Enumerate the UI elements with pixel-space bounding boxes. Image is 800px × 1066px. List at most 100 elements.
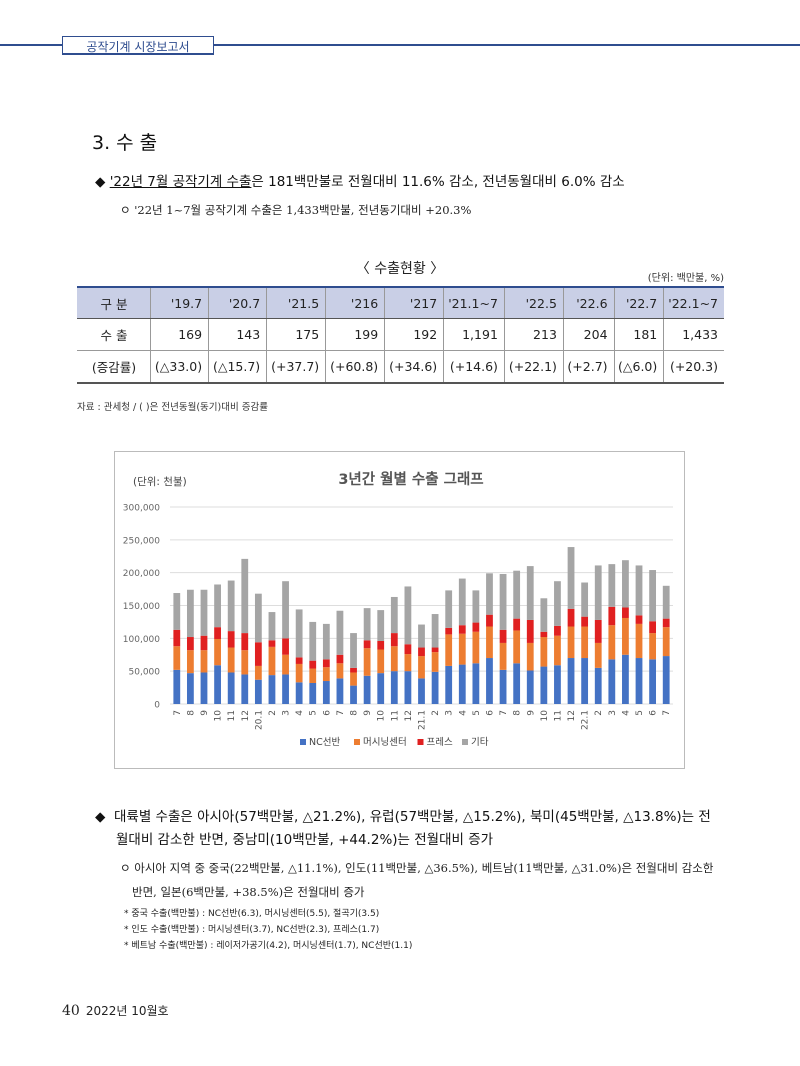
bar-segment bbox=[295, 663, 303, 683]
bar-segment bbox=[322, 659, 330, 668]
bar-segment bbox=[390, 596, 398, 634]
x-tick-label: 8 bbox=[513, 710, 523, 716]
bar-segment bbox=[445, 634, 453, 666]
bar-segment bbox=[649, 659, 657, 704]
x-tick-label: 10 bbox=[377, 710, 387, 722]
x-tick-label: 2 bbox=[594, 710, 604, 716]
bar-segment bbox=[350, 685, 357, 704]
x-tick-label: 5 bbox=[472, 710, 482, 716]
bar-segment bbox=[472, 663, 480, 704]
sub-point-asia: ㅇ 아시아 지역 중 중국(22백만불, △11.1%), 인도(11백만불, … bbox=[120, 856, 740, 904]
header-tab-underline bbox=[62, 53, 214, 55]
diamond-icon: ◆ bbox=[95, 174, 106, 190]
bar-segment bbox=[486, 626, 493, 659]
table-header-cell: '216 bbox=[325, 286, 385, 319]
bar-segment bbox=[173, 646, 181, 670]
y-tick-label: 100,000 bbox=[123, 635, 160, 645]
bar-segment bbox=[214, 665, 221, 704]
diamond-icon: ◆ bbox=[95, 809, 106, 825]
table-cell: (+34.6) bbox=[384, 350, 444, 384]
bar-segment bbox=[336, 678, 344, 704]
bar-segment bbox=[499, 629, 507, 643]
bar-segment bbox=[458, 633, 466, 665]
bar-segment bbox=[254, 593, 262, 643]
x-tick-label: 8 bbox=[350, 710, 360, 716]
bar-segment bbox=[662, 618, 670, 628]
bar-segment bbox=[363, 675, 371, 704]
bar-segment bbox=[649, 621, 657, 634]
bar-segment bbox=[635, 623, 643, 659]
bar-segment bbox=[486, 573, 493, 615]
bar-segment bbox=[214, 627, 221, 639]
bar-segment bbox=[581, 616, 589, 627]
bar-segment bbox=[418, 624, 425, 648]
x-tick-label: 2 bbox=[268, 710, 278, 716]
table-header-cell: '19.7 bbox=[149, 286, 209, 319]
bar-segment bbox=[540, 598, 548, 632]
x-tick-label: 4 bbox=[458, 710, 468, 716]
bar-segment bbox=[227, 672, 235, 704]
bar-segment bbox=[309, 682, 317, 704]
x-tick-label: 5 bbox=[635, 710, 645, 716]
y-tick-label: 300,000 bbox=[123, 504, 160, 514]
table-header-cell: 구 분 bbox=[77, 286, 151, 319]
x-tick-label: 10 bbox=[540, 710, 550, 722]
table-cell: 수 출 bbox=[77, 318, 151, 351]
bar-segment bbox=[513, 618, 521, 631]
bar-segment bbox=[186, 637, 194, 651]
y-tick-label: 200,000 bbox=[123, 569, 160, 579]
table-cell: (+14.6) bbox=[443, 350, 505, 384]
bar-segment bbox=[540, 637, 548, 667]
bar-segment bbox=[350, 633, 357, 668]
bullet-summary: ◆ '22년 7월 공작기계 수출은 181백만불로 전월대비 11.6% 감소… bbox=[95, 170, 625, 190]
chart-canvas: (단위: 천불) 3년간 월별 수출 그래프 0 50,000 100,000 150… bbox=[123, 470, 673, 748]
bar-segment bbox=[377, 649, 385, 674]
x-tick-label: 11 bbox=[227, 710, 237, 721]
bar-segment bbox=[581, 582, 589, 617]
bar-segment bbox=[241, 674, 249, 704]
bar-segment bbox=[418, 656, 425, 679]
bar-segment bbox=[526, 670, 534, 704]
bar-segment bbox=[268, 640, 276, 647]
bar-segment bbox=[241, 650, 249, 675]
x-tick-label: 12 bbox=[241, 710, 251, 721]
bar-segment bbox=[377, 673, 385, 704]
bar-segment bbox=[594, 642, 602, 668]
bar-segment bbox=[322, 681, 330, 704]
table-source: 자료 : 관세청 / ( )은 전년동월(동기)대비 증감률 bbox=[77, 402, 268, 413]
section-title: 3. 수 출 bbox=[92, 132, 158, 154]
bar-segment bbox=[445, 627, 453, 635]
bar-segment bbox=[486, 614, 493, 627]
bar-segment bbox=[227, 580, 235, 632]
x-tick-label: 5 bbox=[309, 710, 319, 716]
bar-segment bbox=[622, 617, 629, 655]
bar-segment bbox=[186, 673, 194, 704]
bar-segment bbox=[404, 586, 412, 645]
bar-segment bbox=[445, 665, 453, 704]
x-tick-label: 2 bbox=[431, 710, 441, 716]
bar-segment bbox=[594, 565, 602, 620]
issue-label: 2022년 10월호 bbox=[85, 1004, 169, 1018]
table-row-growth: (증감률) (△33.0) (△15.7) (+37.7) (+60.8) (+… bbox=[77, 350, 724, 384]
x-tick-label: 7 bbox=[662, 710, 672, 716]
bar-segment bbox=[540, 666, 548, 704]
bar-segment bbox=[622, 607, 629, 618]
bar-segment bbox=[635, 615, 643, 624]
bar-segment bbox=[662, 627, 670, 657]
bar-segment bbox=[404, 644, 412, 655]
bar-segment bbox=[390, 671, 398, 704]
bar-segment bbox=[200, 672, 208, 704]
table-header-cell: '22.5 bbox=[503, 286, 564, 319]
bar-segment bbox=[186, 589, 194, 638]
x-tick-label: 3 bbox=[282, 710, 292, 716]
bar-segment bbox=[649, 633, 657, 660]
header-title: 공작기계 시장보고서 bbox=[86, 40, 190, 54]
header-rule-right bbox=[214, 44, 800, 46]
x-tick-label: 9 bbox=[526, 710, 536, 716]
x-tick-label: 7 bbox=[336, 710, 346, 716]
x-tick-label: 22.1 bbox=[581, 710, 591, 730]
bar-segment bbox=[200, 589, 208, 636]
bar-segment bbox=[594, 667, 602, 704]
bar-segment bbox=[390, 633, 398, 647]
x-tick-label: 21.1 bbox=[418, 710, 428, 730]
